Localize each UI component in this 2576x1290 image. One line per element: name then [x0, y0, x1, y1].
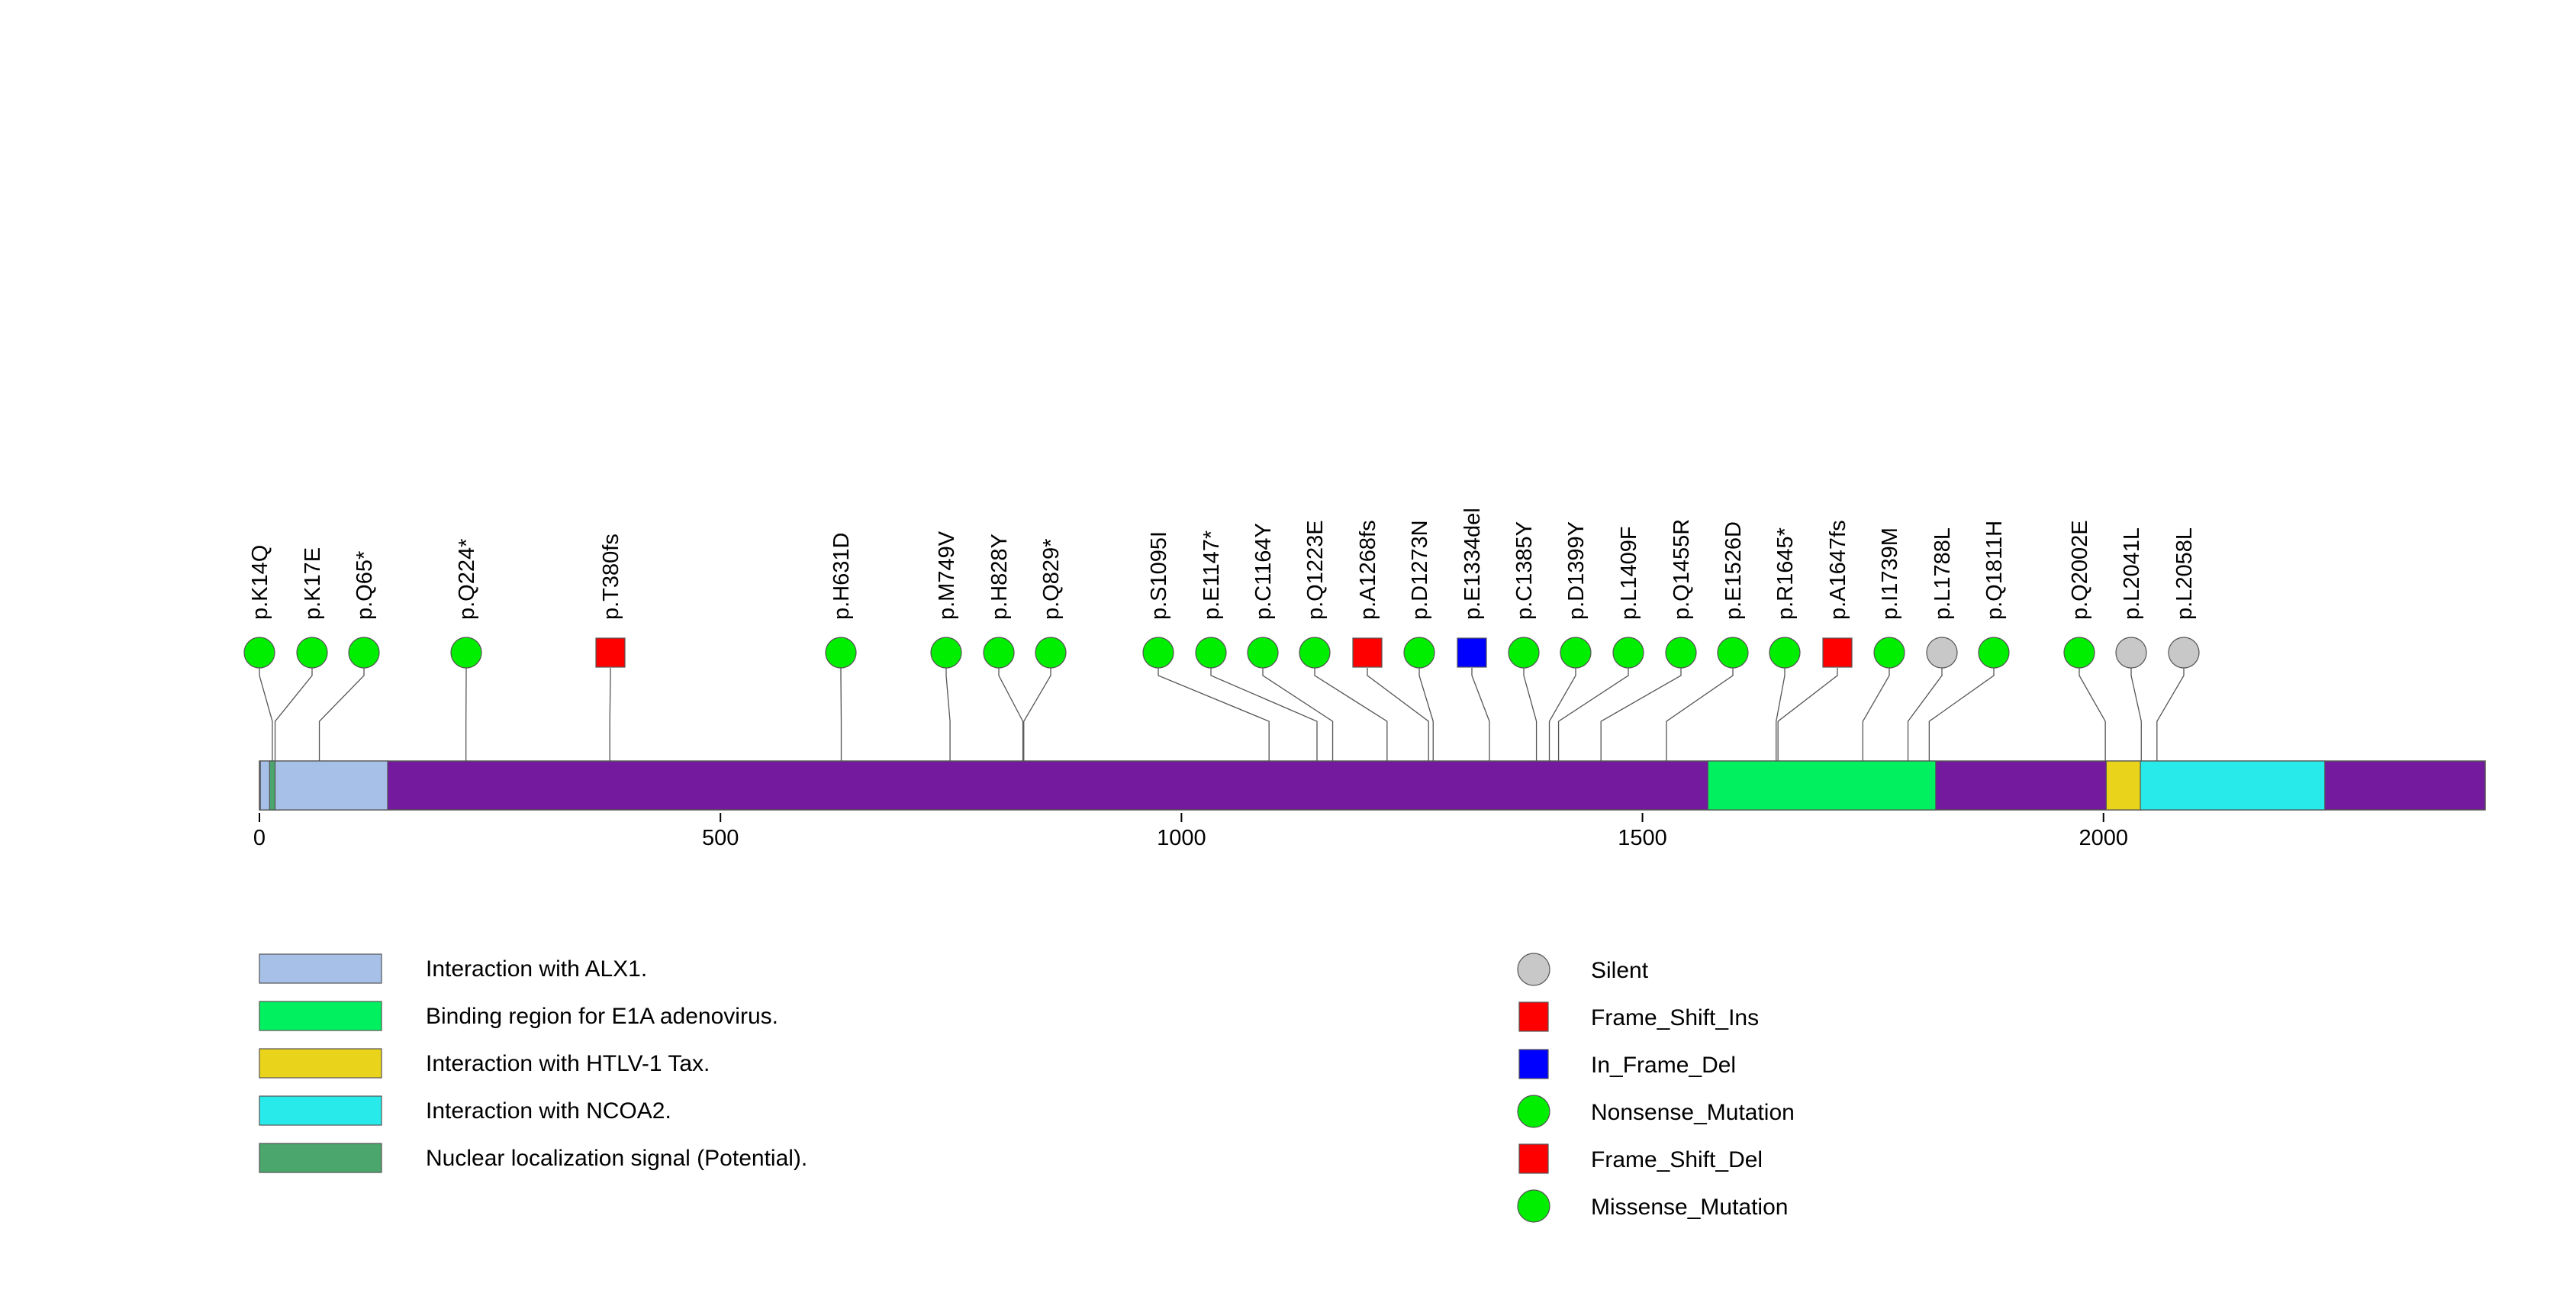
legend-swatch-binding-region-for-e1a-adenovirus	[259, 1001, 382, 1031]
mutation-label: p.H828Y	[987, 534, 1012, 620]
legend-swatch-nuclear-localization-signal-potential	[259, 1143, 382, 1173]
domain-interaction-with-ncoa2	[2140, 760, 2326, 811]
mutation-marker-p-a1647fs	[1822, 637, 1853, 668]
mutation-marker-p-q1811h	[1978, 637, 2010, 669]
domain-nuclear-localization-signal-potential	[269, 760, 276, 811]
legend-label: Silent	[1591, 958, 1649, 983]
mutation-marker-p-c1385y	[1508, 637, 1540, 669]
legend-label: Interaction with NCOA2.	[426, 1098, 671, 1124]
mutation-marker-p-a1268fs	[1352, 637, 1383, 668]
x-axis: 0 500 1000 1500 2000	[253, 813, 2128, 850]
mutation-marker-p-r1645	[1769, 637, 1801, 669]
mutation-label: p.Q1455R	[1670, 519, 1694, 620]
legend-swatch-interaction-with-ncoa2	[259, 1095, 382, 1126]
legend-label: Frame_Shift_Ins	[1591, 1005, 1759, 1030]
mutation-marker-p-l1409f	[1612, 637, 1644, 669]
mutation-label: p.Q1811H	[1982, 521, 2007, 620]
domain-legend: Interaction with ALX1. Binding region for…	[259, 953, 807, 1173]
mutation-label: p.D1273N	[1408, 520, 1432, 620]
mutation-label: p.Q224*	[455, 539, 479, 620]
mutation-label: p.D1399Y	[1564, 521, 1589, 620]
legend-label: Missense_Mutation	[1591, 1195, 1788, 1220]
mutation-marker-p-e1334del	[1457, 637, 1487, 668]
mutation-marker-p-k17e	[296, 637, 328, 669]
mutation-marker-p-q65	[348, 637, 380, 669]
mutation-markers	[243, 637, 2200, 669]
mutation-label: p.C1385Y	[1512, 521, 1537, 620]
mutation-marker-p-q1223e	[1299, 637, 1331, 669]
mutation-marker-p-m749v	[930, 637, 962, 669]
mutation-label: p.E1334del	[1460, 508, 1485, 620]
legend-label: Binding region for E1A adenovirus.	[426, 1004, 778, 1029]
mutation-label: p.Q1223E	[1303, 520, 1328, 620]
legend-marker-missense-mutation	[1517, 1189, 1550, 1223]
x-tick-label: 2000	[2079, 826, 2128, 850]
mutation-legend: Silent Frame_Shift_Ins In_Frame_Del Nonsens…	[1517, 953, 1795, 1223]
mutation-label: p.S1095I	[1147, 531, 1171, 620]
legend-label: In_Frame_Del	[1591, 1053, 1736, 1078]
mutation-marker-p-q1455r	[1665, 637, 1697, 669]
mutation-marker-p-q829	[1035, 637, 1067, 669]
mutation-marker-p-c1164y	[1247, 637, 1279, 669]
legend-label: Nuclear localization signal (Potential).	[426, 1146, 807, 1171]
legend-swatch-interaction-with-htlv-1-tax	[259, 1048, 382, 1079]
mutation-marker-p-d1273n	[1403, 637, 1435, 669]
domain-binding-region-for-e1a-adenovirus	[1707, 760, 1937, 811]
mutation-marker-p-s1095i	[1142, 637, 1174, 669]
legend-label: Frame_Shift_Del	[1591, 1147, 1763, 1172]
domain-interaction-with-htlv-1-tax	[2105, 760, 2143, 811]
mutation-label: p.L2058L	[2172, 527, 2197, 620]
mutation-marker-p-q2002e	[2063, 637, 2095, 669]
legend-label: Nonsense_Mutation	[1591, 1100, 1795, 1125]
mutation-marker-p-l2058l	[2168, 637, 2200, 669]
mutation-label: p.H631D	[829, 533, 854, 620]
legend-marker-silent	[1517, 953, 1550, 986]
mutation-label: p.L1788L	[1930, 527, 1955, 620]
mutation-labels: p.K14Q p.K17E p.Q65* p.Q224* p.T380fs p.H631D…	[248, 508, 2197, 620]
mutation-label: p.A1647fs	[1826, 520, 1850, 620]
mutation-marker-p-l1788l	[1926, 637, 1958, 669]
mutation-label: p.I1739M	[1878, 527, 1902, 620]
mutation-marker-p-d1399y	[1560, 637, 1592, 669]
x-tick-label: 1000	[1157, 826, 1206, 850]
mutation-label: p.C1164Y	[1251, 523, 1276, 620]
x-tick-label: 500	[702, 826, 739, 850]
legend-label: Interaction with HTLV-1 Tax.	[426, 1051, 710, 1076]
mutation-label: p.M749V	[935, 531, 959, 620]
mutation-marker-p-h631d	[825, 637, 857, 669]
mutation-marker-p-e1147	[1195, 637, 1227, 669]
mutation-label: p.Q65*	[353, 551, 377, 620]
mutation-label: p.E1147*	[1199, 531, 1224, 620]
mutation-label: p.Q829*	[1039, 539, 1064, 620]
mutation-label: p.T380fs	[599, 534, 623, 620]
mutation-marker-p-l2041l	[2115, 637, 2147, 669]
protein-track	[259, 760, 2486, 811]
legend-swatch-interaction-with-alx1	[259, 953, 382, 984]
mutation-marker-p-q224	[450, 637, 482, 669]
mutation-label: p.A1268fs	[1356, 520, 1380, 620]
mutation-marker-p-k14q	[243, 637, 275, 669]
legend-marker-frame-shift-del	[1518, 1143, 1549, 1174]
mutation-label: p.R1645*	[1773, 527, 1798, 620]
legend-marker-nonsense-mutation	[1517, 1095, 1550, 1128]
x-tick-label: 1500	[1618, 826, 1667, 850]
mutation-label: p.K14Q	[248, 545, 272, 620]
legend-marker-frame-shift-ins	[1518, 1001, 1549, 1032]
mutation-label: p.Q2002E	[2068, 520, 2092, 620]
mutation-label: p.K17E	[301, 547, 325, 620]
legend-label: Interaction with ALX1.	[426, 956, 647, 982]
mutation-marker-p-t380fs	[595, 637, 626, 668]
mutation-marker-p-i1739m	[1873, 637, 1905, 669]
x-tick-label: 0	[253, 826, 266, 850]
mutation-label: p.E1526D	[1721, 521, 1746, 620]
legend-marker-in-frame-del	[1518, 1049, 1549, 1079]
mutation-label: p.L1409F	[1617, 526, 1641, 620]
mutation-marker-p-e1526d	[1717, 637, 1749, 669]
mutation-label: p.L2041L	[2120, 527, 2144, 620]
mutation-marker-p-h828y	[983, 637, 1015, 669]
domain-interaction-with-alx1	[259, 760, 388, 811]
